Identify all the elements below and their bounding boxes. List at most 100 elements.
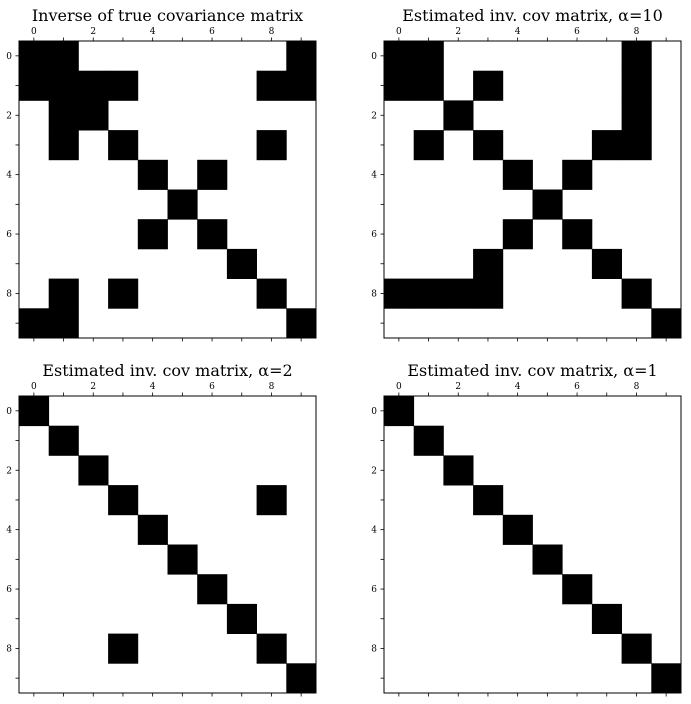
heatmap-cell [137, 219, 168, 250]
heatmap-cell [473, 70, 504, 101]
heatmap-cell [413, 425, 444, 456]
x-tick-label: 8 [634, 27, 640, 37]
heatmap-cell [286, 41, 317, 72]
heatmap-cell [167, 189, 198, 220]
heatmap-cell [286, 663, 317, 694]
y-tick-label: 0 [6, 52, 12, 62]
heatmap-cell [48, 130, 79, 161]
y-tick-label: 6 [6, 585, 12, 595]
heatmap-cell [532, 544, 563, 575]
heatmap-cell [532, 189, 563, 220]
chart-title: Inverse of true covariance matrix [32, 6, 303, 25]
plot-frame [18, 395, 317, 694]
heatmap-cell [473, 248, 504, 279]
heatmap-cell [78, 70, 109, 101]
y-tick-label: 8 [371, 289, 377, 299]
x-tick-label: 4 [150, 382, 156, 392]
heatmap-cell [108, 130, 139, 161]
x-tick-label: 0 [396, 27, 402, 37]
y-tick-label: 8 [371, 644, 377, 654]
heatmap-cell [621, 100, 652, 131]
heatmap-cell [19, 308, 50, 339]
heatmap-cell [19, 396, 50, 427]
y-tick-label: 0 [371, 52, 377, 62]
heatmap-cell [78, 455, 109, 486]
y-tick-label: 2 [6, 466, 12, 476]
heatmap-cell [48, 100, 79, 131]
heatmap-cell [256, 278, 287, 309]
x-tick-label: 6 [209, 27, 215, 37]
y-tick-label: 4 [371, 526, 377, 536]
heatmap-cell [502, 159, 533, 190]
heatmap-cell [197, 574, 228, 605]
heatmap-cell [651, 663, 682, 694]
x-tick-label: 0 [31, 27, 37, 37]
chart-title: Estimated inv. cov matrix, α=10 [402, 6, 663, 25]
heatmap-cell [48, 308, 79, 339]
x-tick-label: 0 [396, 382, 402, 392]
y-tick-label: 4 [371, 171, 377, 181]
heatmap-cell [137, 159, 168, 190]
y-tick-label: 6 [371, 585, 377, 595]
heatmap-cell [48, 41, 79, 72]
heatmap-cell [108, 633, 139, 664]
heatmap-cell [19, 41, 50, 72]
heatmap-cell [256, 485, 287, 516]
heatmap-cell [197, 219, 228, 250]
plot-frame [18, 40, 317, 339]
heatmap-cell [137, 514, 168, 545]
y-tick-label: 0 [371, 407, 377, 417]
heatmap-cell [621, 70, 652, 101]
heatmap-cell [256, 70, 287, 101]
y-tick-label: 6 [6, 230, 12, 240]
x-tick-label: 2 [455, 382, 461, 392]
heatmap-cell [443, 455, 474, 486]
heatmap-cell [562, 159, 593, 190]
heatmap-cell [384, 278, 415, 309]
x-tick-label: 2 [90, 382, 96, 392]
heatmap-cell [443, 100, 474, 131]
x-tick-label: 2 [455, 27, 461, 37]
heatmap-cell [384, 41, 415, 72]
heatmap-cell [48, 278, 79, 309]
heatmap-cell [286, 70, 317, 101]
x-tick-label: 8 [269, 27, 275, 37]
y-tick-label: 2 [6, 111, 12, 121]
heatmap-panel-1: Estimated inv. cov matrix, α=100 2 4 6 80246… [371, 6, 682, 342]
x-tick-label: 8 [634, 382, 640, 392]
y-tick-label: 4 [6, 171, 12, 181]
x-tick-label: 6 [574, 382, 580, 392]
heatmap-cell [197, 159, 228, 190]
y-tick-label: 6 [371, 230, 377, 240]
heatmap-cell [621, 130, 652, 161]
y-tick-label: 8 [6, 644, 12, 654]
chart-title: Estimated inv. cov matrix, α=2 [42, 361, 292, 380]
heatmap-cell [108, 485, 139, 516]
heatmap-cell [256, 633, 287, 664]
heatmap-cell [473, 485, 504, 516]
heatmap-cell [413, 278, 444, 309]
x-tick-label: 6 [574, 27, 580, 37]
heatmap-cell [621, 633, 652, 664]
heatmap-cell [621, 278, 652, 309]
heatmap-cell [108, 278, 139, 309]
heatmap-cell [502, 219, 533, 250]
x-tick-label: 4 [150, 27, 156, 37]
x-tick-label: 8 [269, 382, 275, 392]
y-tick-label: 2 [371, 466, 377, 476]
heatmap-panel-0: Inverse of true covariance matrix 0 2 4 6 8 0 2… [6, 6, 317, 342]
heatmap-cell [502, 514, 533, 545]
heatmap-cell [226, 248, 257, 279]
heatmap-cell [384, 396, 415, 427]
heatmap-cell [226, 603, 257, 634]
heatmap-cell [651, 308, 682, 339]
y-tick-label: 2 [371, 111, 377, 121]
heatmap-cell [413, 41, 444, 72]
heatmap-cell [48, 425, 79, 456]
heatmap-cell [621, 41, 652, 72]
plot-frame [383, 40, 682, 339]
heatmap-cell [473, 130, 504, 161]
plot-frame [383, 395, 682, 694]
heatmap-cell [48, 70, 79, 101]
